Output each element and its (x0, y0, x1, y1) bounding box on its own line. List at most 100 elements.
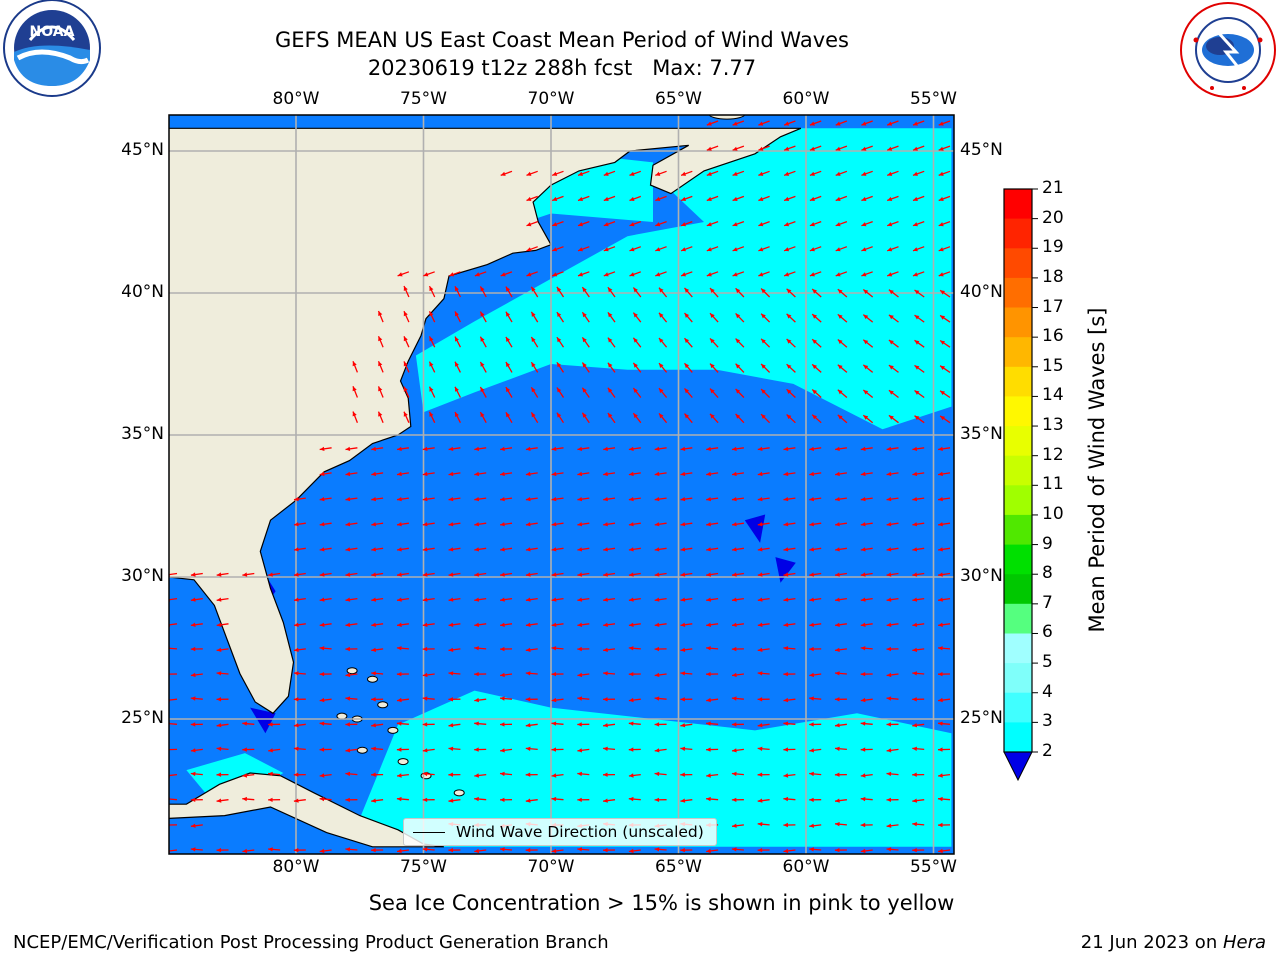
wave-direction-arrow (242, 747, 255, 752)
wave-direction-arrow (454, 411, 461, 423)
wave-direction-arrow (654, 696, 667, 701)
wave-direction-arrow (293, 772, 306, 777)
wave-direction-arrow (914, 339, 925, 348)
wave-direction-arrow (603, 170, 616, 177)
wave-direction-arrow (319, 446, 332, 451)
wave-direction-arrow (525, 497, 538, 502)
wave-direction-arrow (371, 723, 384, 728)
wave-direction-arrow (809, 145, 822, 151)
wave-direction-arrow (731, 722, 744, 727)
wave-direction-arrow (577, 220, 590, 227)
wave-direction-arrow (758, 220, 770, 227)
wave-direction-arrow (474, 622, 487, 627)
wave-direction-arrow (628, 747, 641, 752)
wave-direction-arrow (811, 389, 822, 398)
colorbar-bin (1004, 337, 1032, 368)
wave-direction-arrow (783, 446, 796, 451)
wave-direction-arrow (786, 388, 796, 398)
wave-direction-arrow (783, 646, 796, 651)
wave-direction-arrow (732, 220, 745, 227)
wave-direction-arrow (530, 361, 539, 373)
wave-direction-arrow (629, 246, 642, 252)
wave-direction-arrow (422, 696, 435, 701)
wave-direction-arrow (938, 446, 951, 451)
wave-direction-arrow (526, 170, 538, 177)
wave-direction-arrow (352, 411, 359, 423)
wave-direction-arrow (474, 547, 487, 552)
wave-direction-arrow (811, 363, 822, 373)
wave-direction-arrow (655, 195, 667, 202)
wave-direction-arrow (268, 572, 281, 577)
wave-direction-arrow (628, 622, 641, 627)
wave-direction-arrow (837, 364, 848, 373)
wave-direction-arrow (939, 314, 951, 323)
wave-direction-arrow (912, 572, 925, 577)
wave-direction-arrow (684, 337, 693, 348)
wave-direction-arrow (448, 597, 461, 602)
wave-direction-arrow (628, 848, 641, 854)
wave-direction-arrow (886, 246, 899, 252)
wave-direction-arrow (654, 446, 667, 451)
wave-direction-arrow (607, 362, 616, 373)
wave-direction-arrow (706, 572, 719, 577)
wave-direction-arrow (629, 220, 642, 227)
wave-direction-arrow (886, 847, 899, 852)
wave-direction-arrow (837, 389, 848, 398)
legend-label: Wind Wave Direction (unscaled) (456, 823, 704, 841)
wave-direction-arrow (939, 390, 951, 399)
wave-direction-arrow (293, 497, 306, 502)
low-period-patch (250, 707, 276, 734)
wave-direction-arrow (556, 286, 565, 298)
wave-direction-arrow (474, 672, 487, 677)
wave-direction-arrow (500, 672, 513, 678)
wave-direction-arrow (837, 339, 848, 348)
wave-direction-arrow (658, 412, 668, 424)
wave-direction-arrow (577, 471, 590, 477)
wave-direction-arrow (860, 672, 873, 677)
wave-direction-arrow (628, 646, 641, 651)
colorbar-bin (1004, 277, 1032, 308)
wave-direction-arrow (937, 672, 951, 677)
wave-direction-arrow (658, 312, 668, 323)
wave-direction-arrow (396, 697, 409, 703)
wave-direction-arrow (474, 497, 487, 502)
wave-direction-arrow (809, 646, 822, 652)
colorbar-bin (1004, 426, 1032, 457)
wave-direction-arrow (499, 847, 513, 852)
wave-direction-arrow (479, 411, 487, 424)
wave-direction-arrow (783, 522, 796, 527)
wave-direction-arrow (655, 170, 667, 177)
wave-direction-arrow (396, 848, 409, 854)
wave-direction-arrow (912, 597, 925, 602)
wave-direction-arrow (216, 848, 229, 853)
wave-direction-arrow (809, 597, 822, 602)
wave-direction-arrow (581, 286, 590, 298)
wave-direction-arrow (732, 170, 745, 177)
wave-direction-arrow (345, 797, 358, 802)
wave-direction-arrow (706, 721, 719, 726)
wave-direction-arrow (886, 722, 899, 727)
colorbar-bin (1004, 692, 1032, 723)
wave-direction-arrow (526, 220, 538, 227)
wave-direction-arrow (706, 220, 719, 227)
wave-direction-arrow (912, 723, 925, 728)
wave-direction-arrow (628, 497, 641, 502)
wave-direction-arrow (680, 798, 693, 803)
wave-direction-arrow (834, 772, 847, 777)
bahamas-island (367, 675, 378, 683)
wave-direction-arrow (319, 522, 332, 527)
wave-direction-arrow (396, 471, 409, 477)
wave-direction-arrow (860, 572, 873, 577)
wave-direction-arrow (888, 289, 899, 298)
wave-direction-arrow (886, 446, 899, 451)
wave-direction-arrow (758, 120, 770, 126)
wave-direction-arrow (939, 365, 951, 373)
wave-direction-arrow (860, 622, 873, 627)
wave-direction-arrow (525, 471, 538, 477)
chart-subtitle: 20230619 t12z 288h fcst Max: 7.77 (367, 56, 757, 80)
lon-tick-bottom: 80°W (272, 857, 320, 877)
wave-direction-arrow (834, 647, 847, 652)
wave-direction-arrow (403, 386, 410, 398)
wave-direction-arrow (577, 622, 590, 627)
bahamas-island (453, 789, 465, 797)
